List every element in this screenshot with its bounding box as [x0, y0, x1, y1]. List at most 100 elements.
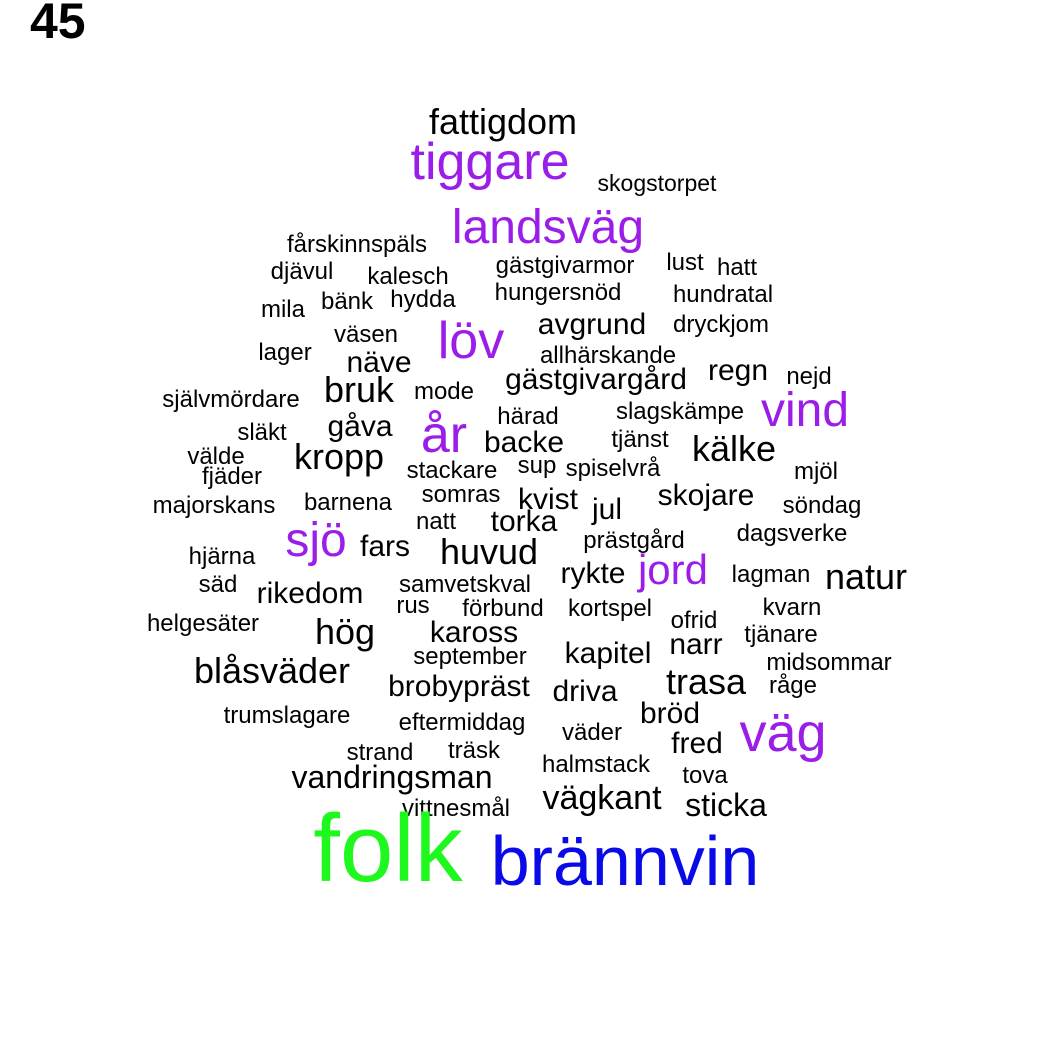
word-mode: mode — [413, 378, 475, 406]
word-kapitel: kapitel — [564, 636, 652, 670]
word-helgesater: helgesäter — [146, 610, 260, 638]
word-vind: vind — [760, 383, 850, 437]
page-number: 45 — [30, 0, 86, 49]
word-landsvag: landsväg — [451, 200, 645, 254]
word-sjalvmordare: självmördare — [162, 386, 300, 414]
word-tjanst: tjänst — [611, 426, 669, 454]
word-fars: fars — [359, 529, 410, 563]
word-gastgivargard: gästgivargård — [505, 362, 687, 396]
word-tiggare: tiggare — [410, 132, 570, 191]
word-trumslagare: trumslagare — [223, 702, 351, 730]
word-driva: driva — [552, 674, 618, 708]
word-skogstorpet: skogstorpet — [597, 170, 717, 197]
word-lagman: lagman — [731, 561, 811, 589]
word-natt: natt — [415, 508, 457, 536]
word-september: september — [413, 643, 527, 671]
word-vasen: väsen — [333, 321, 399, 349]
word-brannvin: brännvin — [490, 821, 760, 900]
word-skojare: skojare — [657, 478, 755, 512]
word-harad: härad — [497, 403, 559, 431]
word-natur: natur — [824, 556, 908, 598]
word-strand: strand — [346, 739, 414, 767]
word-jul: jul — [591, 492, 622, 526]
word-regn: regn — [707, 353, 769, 387]
word-kvist: kvist — [518, 482, 578, 516]
word-eftermiddag: eftermiddag — [398, 709, 526, 737]
word-hungersnod: hungersnöd — [494, 279, 622, 307]
word-samvetskval: samvetskval — [398, 571, 532, 599]
word-hundratal: hundratal — [672, 281, 774, 309]
word-fjader: fjäder — [201, 463, 263, 491]
word-fattigdom: fattigdom — [428, 101, 578, 143]
word-avgrund: avgrund — [537, 307, 647, 341]
word-prastgard: prästgård — [583, 527, 685, 555]
word-bank: bänk — [320, 288, 374, 316]
word-slakt: släkt — [237, 419, 287, 447]
word-valde: välde — [187, 443, 245, 471]
word-kropp: kropp — [293, 436, 385, 478]
word-sjo: sjö — [285, 513, 347, 567]
word-tova: tova — [682, 762, 728, 790]
word-fred: fred — [671, 726, 723, 760]
word-torka: torka — [490, 504, 558, 538]
word-hydda: hydda — [390, 286, 456, 314]
word-halmstack: halmstack — [541, 751, 651, 779]
word-bruk: bruk — [323, 369, 395, 411]
word-folk: folk — [313, 795, 463, 903]
word-rus: rus — [396, 592, 430, 620]
word-spiselvra: spiselvrå — [565, 455, 661, 483]
word-hog: hög — [314, 611, 376, 653]
word-kalesch: kalesch — [367, 263, 449, 291]
word-ar: år — [420, 405, 468, 464]
word-stackare: stackare — [406, 457, 498, 485]
word-majorskans: majorskans — [152, 492, 276, 520]
word-hjarna: hjärna — [188, 543, 256, 571]
word-forbund: förbund — [462, 595, 544, 623]
word-gava: gåva — [327, 409, 393, 443]
word-jord: jord — [637, 545, 709, 593]
word-sticka: sticka — [685, 787, 767, 824]
word-blasvader: blåsväder — [193, 650, 351, 692]
word-sondag: söndag — [782, 492, 862, 520]
word-slagskampe: slagskämpe — [615, 398, 745, 426]
word-somras: somras — [421, 481, 501, 509]
word-lov: löv — [437, 311, 505, 370]
word-farskinnspals: fårskinnspäls — [286, 231, 428, 259]
word-allharskande: allhärskande — [539, 342, 677, 370]
word-rykte: rykte — [560, 556, 626, 590]
word-vagkant: vägkant — [542, 779, 662, 818]
word-huvud: huvud — [439, 531, 539, 573]
word-mjol: mjöl — [793, 458, 838, 486]
word-mila: mila — [260, 296, 305, 324]
word-vader: väder — [561, 719, 623, 747]
word-djavul: djävul — [270, 258, 334, 286]
word-sad: säd — [198, 571, 238, 599]
word-barnena: barnena — [303, 489, 393, 517]
word-lager: lager — [258, 339, 312, 367]
word-tjanare: tjänare — [744, 621, 818, 649]
word-midsommar: midsommar — [766, 649, 892, 677]
word-backe: backe — [483, 425, 565, 459]
word-kalke: kälke — [691, 428, 777, 470]
word-vittnesmal: vittnesmål — [401, 795, 511, 823]
word-brod: bröd — [639, 696, 701, 730]
word-nave: näve — [346, 345, 412, 379]
word-sup: sup — [517, 452, 557, 480]
word-kaross: kaross — [429, 615, 519, 649]
word-dagsverke: dagsverke — [736, 520, 848, 548]
word-vandringsman: vandringsman — [291, 759, 493, 796]
word-gastgivarmor: gästgivarmor — [495, 252, 635, 280]
word-nejd: nejd — [786, 363, 832, 391]
word-kortspel: kortspel — [567, 595, 653, 623]
word-ofrid: ofrid — [670, 607, 718, 635]
word-lust: lust — [666, 249, 704, 277]
word-kvarn: kvarn — [762, 594, 822, 622]
word-rikedom: rikedom — [256, 576, 364, 610]
word-brobyprast: brobypräst — [388, 669, 530, 703]
word-hatt: hatt — [716, 254, 758, 282]
word-rage: råge — [768, 672, 818, 700]
word-narr: narr — [669, 627, 723, 661]
word-vag: väg — [739, 703, 827, 764]
word-dryckjom: dryckjom — [672, 311, 769, 339]
